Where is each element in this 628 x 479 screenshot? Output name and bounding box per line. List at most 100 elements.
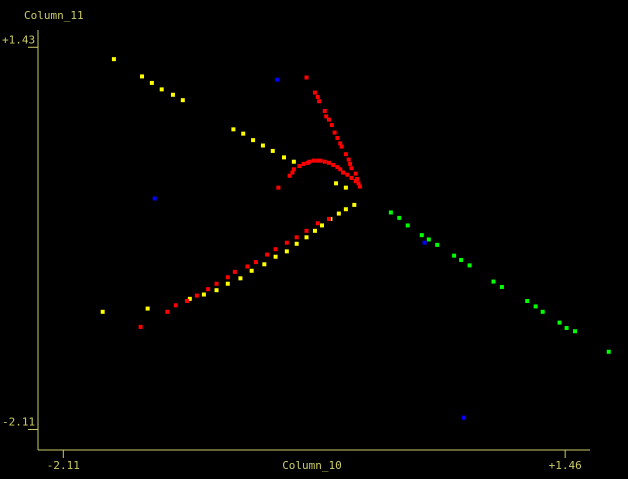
point bbox=[180, 98, 185, 103]
point bbox=[249, 268, 254, 273]
point bbox=[145, 306, 150, 311]
point bbox=[324, 114, 329, 119]
point bbox=[311, 158, 316, 163]
point bbox=[260, 143, 265, 148]
point bbox=[312, 228, 317, 233]
point bbox=[273, 247, 278, 252]
point bbox=[357, 184, 362, 189]
point bbox=[353, 171, 358, 176]
point bbox=[241, 131, 246, 136]
point bbox=[253, 260, 258, 265]
point bbox=[201, 292, 206, 297]
point bbox=[231, 127, 236, 132]
point bbox=[338, 141, 343, 146]
point bbox=[194, 293, 199, 298]
point bbox=[140, 74, 145, 79]
point bbox=[349, 166, 354, 171]
point bbox=[238, 276, 243, 281]
point bbox=[322, 159, 327, 164]
point bbox=[343, 185, 348, 190]
point bbox=[346, 157, 351, 162]
point bbox=[397, 215, 402, 220]
point bbox=[173, 303, 178, 308]
point bbox=[322, 108, 327, 113]
point bbox=[111, 57, 116, 62]
point bbox=[270, 148, 275, 153]
point bbox=[170, 92, 175, 97]
point bbox=[265, 252, 270, 257]
point bbox=[312, 90, 317, 95]
point bbox=[274, 77, 279, 82]
point bbox=[149, 80, 154, 85]
point bbox=[355, 176, 360, 181]
point bbox=[304, 75, 309, 80]
x-tick-label: +1.46 bbox=[549, 459, 582, 472]
point bbox=[262, 262, 267, 267]
point bbox=[422, 240, 427, 245]
point bbox=[317, 99, 322, 104]
y-tick-label: -2.11 bbox=[2, 415, 35, 428]
point bbox=[301, 161, 306, 166]
point bbox=[294, 235, 299, 240]
point bbox=[291, 167, 296, 172]
point bbox=[353, 179, 358, 184]
point bbox=[352, 202, 357, 207]
point bbox=[245, 264, 250, 269]
point bbox=[225, 275, 230, 280]
point bbox=[426, 237, 431, 242]
point bbox=[329, 123, 334, 128]
point bbox=[315, 158, 320, 163]
point bbox=[332, 130, 337, 135]
point bbox=[334, 181, 339, 186]
point bbox=[341, 170, 346, 175]
point bbox=[491, 279, 496, 284]
point bbox=[405, 223, 410, 228]
point bbox=[315, 94, 320, 99]
point bbox=[232, 269, 237, 274]
point bbox=[294, 241, 299, 246]
point bbox=[206, 287, 211, 292]
point bbox=[138, 324, 143, 329]
point bbox=[335, 165, 340, 170]
point bbox=[304, 235, 309, 240]
y-tick-label: +1.43 bbox=[2, 33, 35, 46]
point bbox=[159, 87, 164, 92]
point bbox=[327, 117, 331, 122]
point bbox=[467, 263, 472, 268]
point bbox=[419, 233, 424, 238]
point bbox=[318, 158, 323, 163]
point bbox=[343, 152, 348, 157]
point bbox=[452, 253, 457, 258]
point bbox=[606, 349, 611, 354]
point bbox=[388, 210, 393, 215]
y-axis-label: Column_11 bbox=[24, 9, 84, 22]
point bbox=[185, 299, 190, 304]
point bbox=[459, 257, 464, 262]
x-axis-label: Column_10 bbox=[282, 459, 342, 472]
point bbox=[499, 284, 504, 289]
point bbox=[435, 242, 440, 247]
point bbox=[165, 309, 170, 314]
point bbox=[273, 254, 278, 259]
point bbox=[331, 162, 336, 167]
point bbox=[307, 159, 312, 164]
point bbox=[339, 144, 344, 149]
point bbox=[225, 281, 230, 286]
point bbox=[276, 185, 281, 190]
point bbox=[100, 309, 105, 314]
point bbox=[343, 207, 348, 212]
point bbox=[540, 309, 545, 314]
point bbox=[297, 164, 302, 169]
point bbox=[282, 155, 287, 160]
point bbox=[356, 181, 361, 186]
point bbox=[291, 159, 296, 164]
point bbox=[461, 415, 466, 420]
point bbox=[336, 211, 341, 216]
point bbox=[327, 216, 331, 221]
point bbox=[284, 240, 289, 245]
point bbox=[338, 167, 343, 172]
x-tick-label: -2.11 bbox=[47, 459, 80, 472]
point bbox=[573, 329, 578, 334]
point bbox=[533, 304, 538, 309]
